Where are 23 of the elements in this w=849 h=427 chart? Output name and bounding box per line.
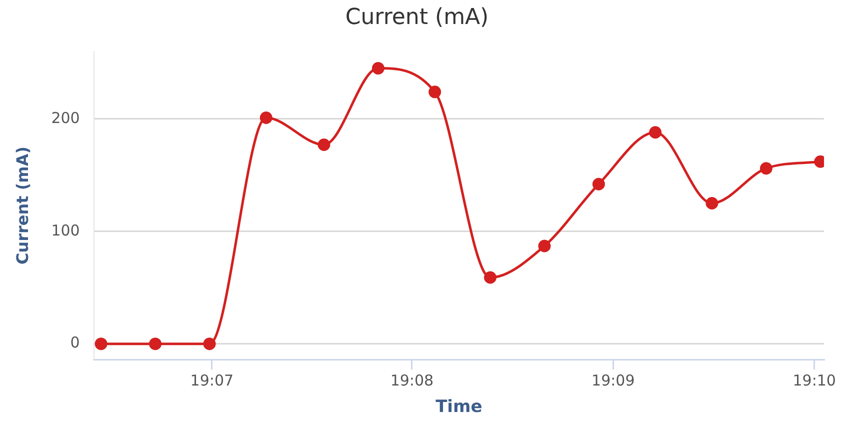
point: [592, 178, 605, 190]
point: [318, 138, 330, 152]
point: [484, 271, 496, 284]
point: [94, 338, 108, 350]
point: [706, 197, 718, 210]
x-tick-label: 19:07: [190, 371, 234, 390]
point: [149, 338, 162, 350]
x-axis-title: Time: [436, 397, 482, 418]
y-axis-title: Current (mA): [12, 146, 32, 265]
point: [428, 86, 442, 98]
y-tick-label: 200: [51, 108, 80, 127]
x-tick-label: 19:09: [592, 371, 635, 390]
point: [649, 126, 662, 139]
y-tick-label: 100: [51, 221, 80, 240]
point: [538, 240, 551, 252]
point: [372, 62, 384, 75]
point: [760, 162, 772, 175]
x-tick-label: 19:08: [390, 371, 434, 390]
point: [260, 112, 272, 124]
x-tick-label: 19:10: [792, 371, 836, 390]
y-tick-label: 0: [70, 334, 80, 352]
chart-title: Current (mA): [345, 4, 489, 30]
point: [203, 338, 216, 350]
